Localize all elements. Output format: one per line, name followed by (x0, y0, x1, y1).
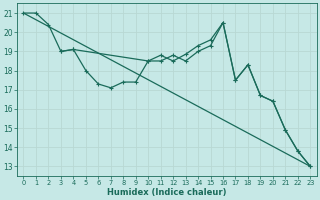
X-axis label: Humidex (Indice chaleur): Humidex (Indice chaleur) (107, 188, 227, 197)
